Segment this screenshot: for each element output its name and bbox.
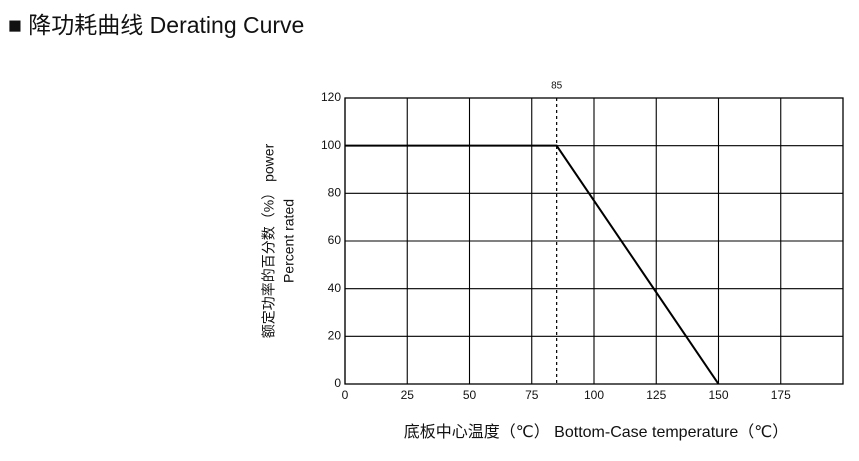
y-axis-label: 额定功率的百分数（%） power bbox=[261, 143, 277, 338]
x-tick-label: 50 bbox=[463, 388, 477, 402]
x-tick-label: 75 bbox=[525, 388, 539, 402]
chart-title: ■ 降功耗曲线 Derating Curve bbox=[8, 12, 304, 38]
annotation-label: 85 bbox=[551, 81, 563, 92]
y-tick-label: 80 bbox=[328, 186, 342, 200]
data-line bbox=[345, 144, 720, 385]
y-tick-label: 60 bbox=[328, 233, 342, 247]
y-tick-label: 20 bbox=[328, 329, 342, 343]
y-tick-label: 120 bbox=[321, 90, 341, 104]
x-tick-label: 0 bbox=[342, 388, 349, 402]
x-tick-label: 100 bbox=[584, 388, 604, 402]
y-axis-label: Percent rated bbox=[281, 199, 297, 283]
y-tick-label: 0 bbox=[334, 376, 341, 390]
x-tick-label: 25 bbox=[401, 388, 415, 402]
x-axis-label: 底板中心温度（℃） Bottom-Case temperature（℃） bbox=[404, 423, 788, 441]
y-tick-label: 40 bbox=[328, 281, 342, 295]
x-tick-label: 175 bbox=[771, 388, 791, 402]
x-tick-label: 125 bbox=[646, 388, 666, 402]
y-tick-label: 100 bbox=[321, 138, 341, 152]
x-tick-label: 150 bbox=[708, 388, 728, 402]
